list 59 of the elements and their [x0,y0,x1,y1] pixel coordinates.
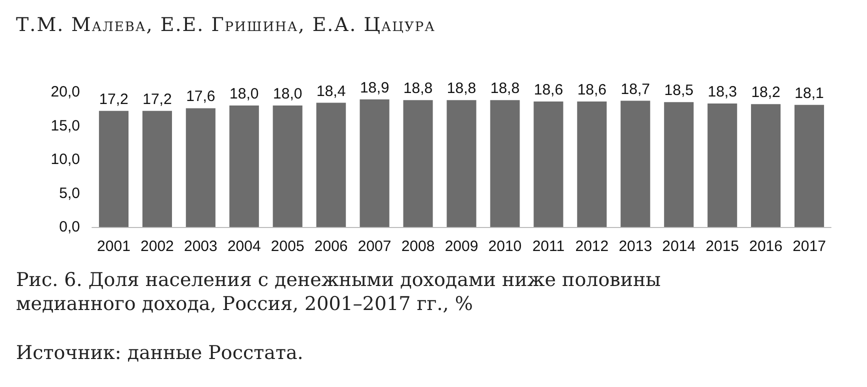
x-tick-label: 2006 [314,238,348,255]
x-tick-label: 2005 [270,238,304,255]
data-label: 18,3 [708,83,737,100]
y-tick-label: 0,0 [59,218,80,236]
data-label: 18,8 [446,80,476,98]
data-label: 18,8 [490,80,520,98]
y-tick-label: 10,0 [50,151,80,168]
data-label: 18,8 [403,80,433,98]
text: Источник: данные Росстата. [16,342,304,364]
x-tick-label: 2002 [140,238,174,255]
x-tick-label: 2003 [184,238,218,255]
x-tick-label: 2007 [358,238,392,255]
x-tick-label: 2011 [532,238,565,255]
data-label: 17,6 [186,88,216,106]
bar [446,100,476,227]
x-tick-label: 2017 [792,238,826,255]
x-tick-label: 2004 [227,238,261,255]
bar [229,106,259,227]
text: Рис. 6. Доля населения с денежными доходами ниже половины медианного дохода, Россия, 2001–2017 гг., % [16,268,662,316]
x-tick-label: 2012 [575,238,609,255]
x-tick-label: 2013 [618,238,652,255]
bar [316,102,346,227]
x-tick-label: 2015 [706,238,740,255]
data-label: 18,6 [577,81,607,98]
bar [708,103,738,227]
x-tick-label: 2014 [662,238,696,255]
x-tick-label: 2008 [401,238,435,255]
data-label: 17,2 [99,90,128,108]
text: Т.М. Малева, Е.Е. Гришина, Е.А. Цацура [16,14,436,36]
bar [620,100,650,227]
x-tick-label: 2010 [488,238,522,255]
data-label: 18,0 [273,86,302,102]
data-label: 17,2 [142,90,172,108]
data-label: 18,2 [751,84,780,102]
bar [794,104,824,227]
bar [272,106,302,227]
data-label: 18,6 [534,81,564,98]
data-label: 18,9 [360,79,390,96]
bar [490,100,520,227]
data-label: 18,7 [620,80,650,98]
bar [142,110,172,227]
data-label: 18,1 [794,84,824,102]
bar [577,101,607,227]
y-tick-label: 20,0 [50,84,80,100]
data-label: 18,0 [230,86,259,102]
bar [664,102,694,227]
x-tick-label: 2001 [97,238,130,255]
y-tick-label: 5,0 [59,184,80,202]
bar [751,104,781,227]
bar [360,99,390,227]
data-label: 18,5 [664,82,694,100]
data-label: 18,4 [316,82,346,100]
x-tick-label: 2016 [749,238,782,255]
y-tick-label: 15,0 [50,117,80,134]
bar [403,100,433,227]
bar [98,110,129,227]
x-tick-label: 2009 [444,238,478,255]
bar [186,108,216,227]
bar [534,101,564,227]
